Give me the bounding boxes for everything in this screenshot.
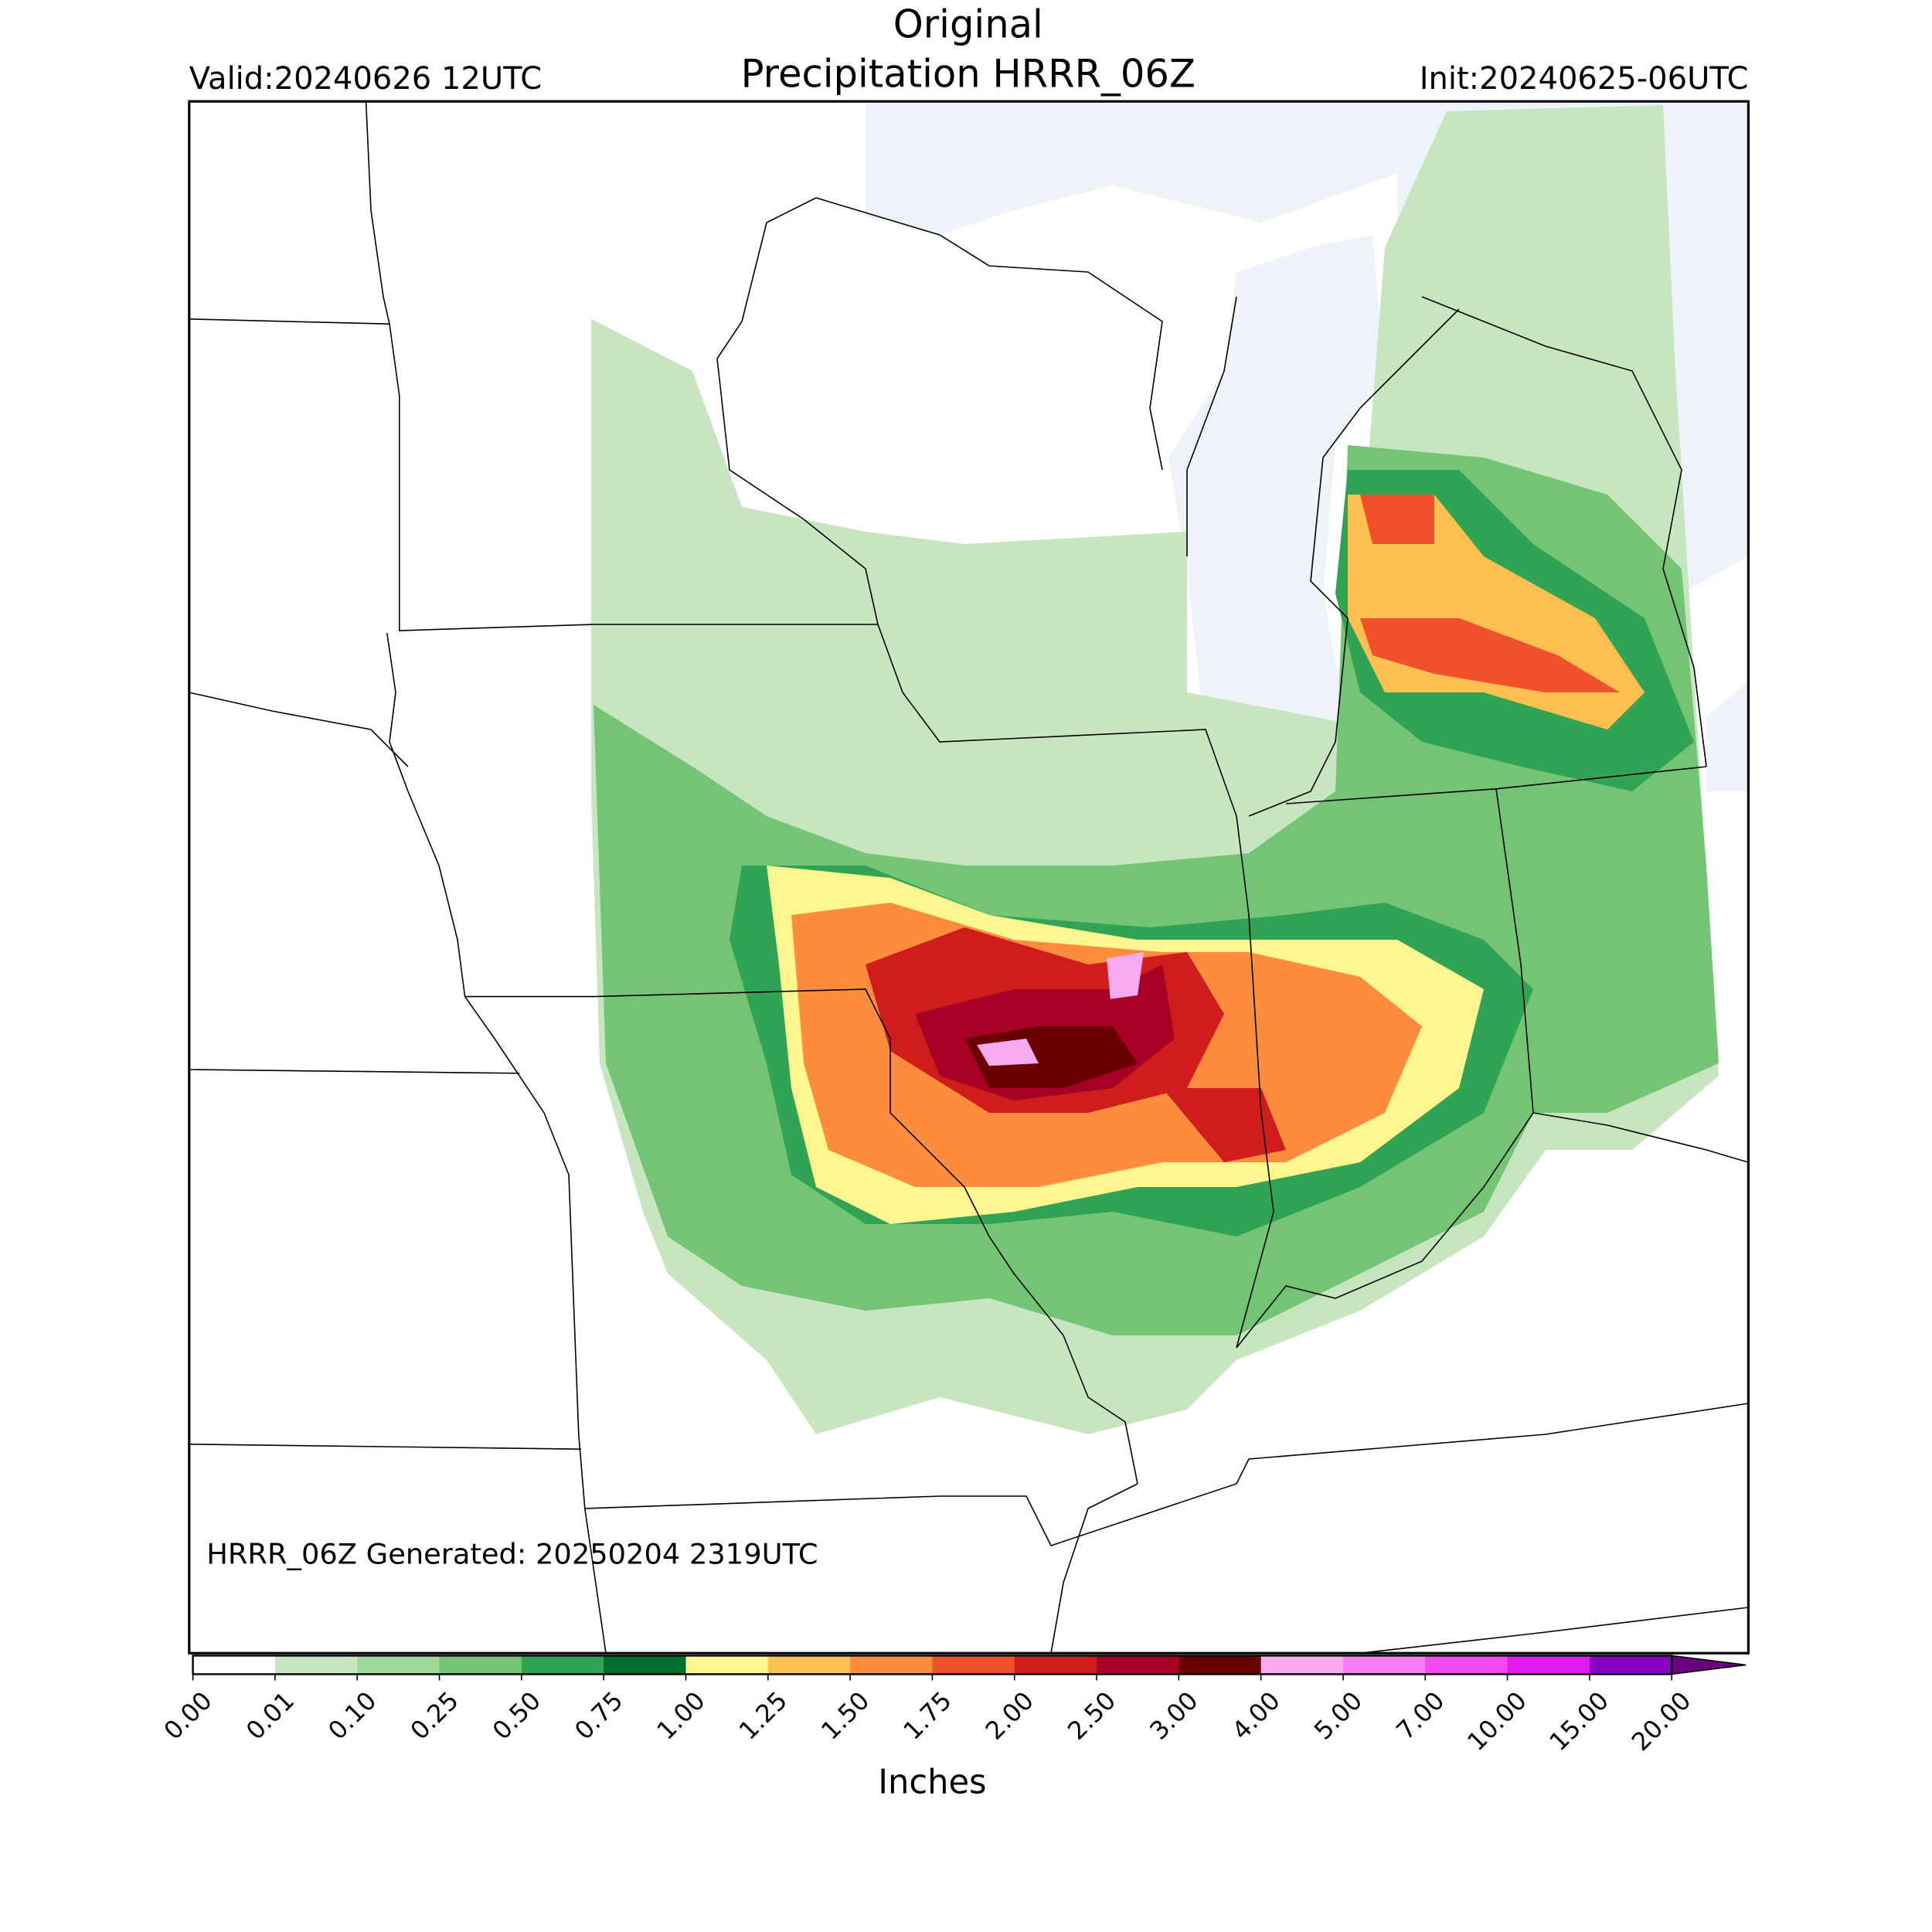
colorbar-segment bbox=[1014, 1655, 1097, 1675]
colorbar-segment bbox=[274, 1655, 358, 1675]
colorbar-tick-label: 10.00 bbox=[1461, 1685, 1532, 1757]
colorbar-segment bbox=[521, 1655, 604, 1675]
colorbar-segment bbox=[850, 1655, 933, 1675]
colorbar: 0.00 0.01 0.10 0.25 0.50 0.75 1.00 1.25 1.50 1.75… bbox=[158, 1655, 1747, 1757]
colorbar-tick-label: 1.75 bbox=[897, 1685, 957, 1745]
colorbar-segment bbox=[1179, 1655, 1262, 1675]
colorbar-label: Inches bbox=[878, 1763, 986, 1801]
colorbar-segment bbox=[685, 1655, 769, 1675]
colorbar-segment bbox=[767, 1655, 851, 1675]
colorbar-segment bbox=[932, 1655, 1015, 1675]
colorbar-tick-label: 2.50 bbox=[1062, 1685, 1121, 1745]
colorbar-segment bbox=[357, 1655, 440, 1675]
colorbar-segment bbox=[1342, 1655, 1426, 1675]
colorbar-frame bbox=[192, 1655, 1673, 1675]
colorbar-tick-label: 5.00 bbox=[1308, 1685, 1368, 1745]
colorbar-segment bbox=[439, 1655, 522, 1675]
colorbar-tick-label: 0.01 bbox=[240, 1685, 300, 1745]
colorbar-segment bbox=[1425, 1655, 1509, 1675]
generated-note: HRRR_06Z Generated: 20250204 2319UTC bbox=[206, 1537, 818, 1570]
colorbar-tick-label: 2.00 bbox=[980, 1685, 1039, 1745]
title: Original bbox=[893, 2, 1043, 47]
colorbar-tick-label: 1.50 bbox=[815, 1685, 875, 1745]
map bbox=[189, 101, 1749, 1654]
colorbar-tick-label: 4.00 bbox=[1226, 1685, 1286, 1745]
colorbar-tick-label: 20.00 bbox=[1626, 1685, 1697, 1757]
subtitle: Precipitation HRRR_06Z bbox=[741, 52, 1196, 97]
colorbar-tick-label: 1.25 bbox=[733, 1685, 793, 1745]
colorbar-tick-label: 3.00 bbox=[1144, 1685, 1203, 1745]
colorbar-segment bbox=[1097, 1655, 1179, 1675]
colorbar-tick-label: 0.10 bbox=[322, 1685, 382, 1745]
colorbar-segment bbox=[1589, 1655, 1672, 1675]
colorbar-segment bbox=[1260, 1655, 1344, 1675]
colorbar-tick-label: 0.00 bbox=[158, 1685, 218, 1745]
colorbar-tick-label: 0.25 bbox=[405, 1685, 464, 1745]
colorbar-tick-label: 7.00 bbox=[1390, 1685, 1450, 1745]
colorbar-segment bbox=[1507, 1655, 1590, 1675]
map-frame bbox=[188, 100, 1750, 1655]
init-time: Init:20240625-06UTC bbox=[1420, 61, 1749, 97]
colorbar-tick-label: 0.75 bbox=[569, 1685, 628, 1745]
valid-time: Valid:20240626 12UTC bbox=[189, 61, 542, 97]
colorbar-tick-label: 15.00 bbox=[1543, 1685, 1614, 1757]
colorbar-segment bbox=[192, 1655, 276, 1675]
colorbar-tick-label: 0.50 bbox=[487, 1685, 546, 1745]
colorbar-segment bbox=[604, 1655, 686, 1675]
colorbar-tick-label: 1.00 bbox=[651, 1685, 710, 1745]
colorbar-extension bbox=[1671, 1655, 1747, 1675]
